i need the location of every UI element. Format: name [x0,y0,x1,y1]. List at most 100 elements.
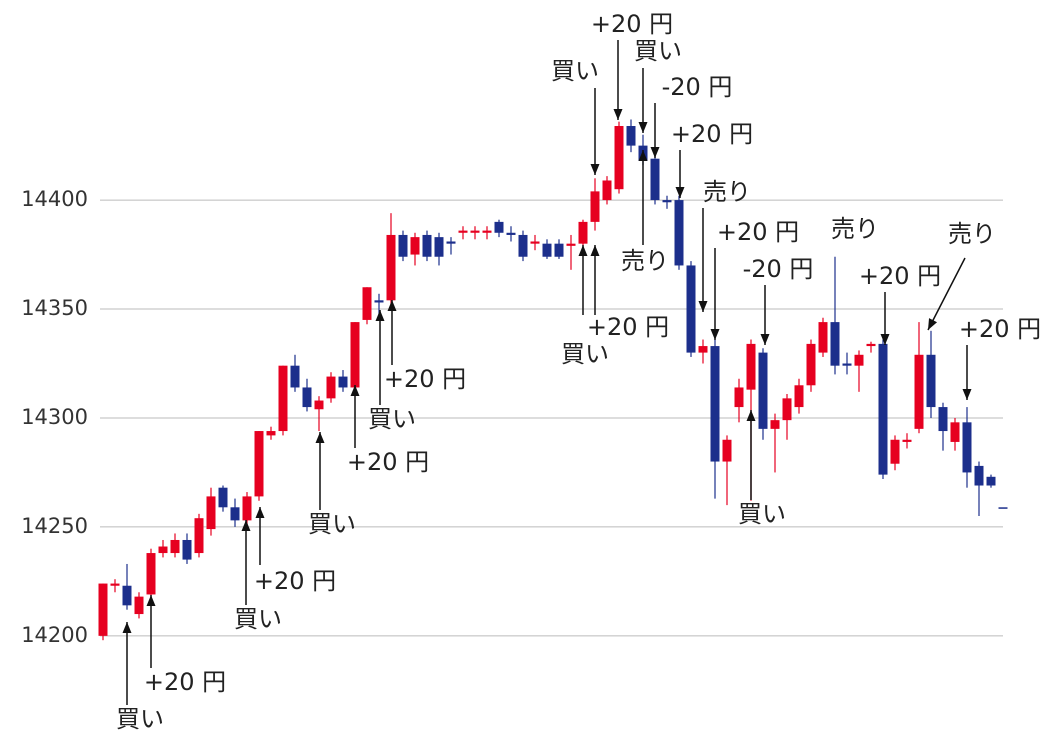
candle-body [590,191,600,222]
candle-body [878,343,888,475]
arrow-head [962,389,972,400]
candle-body [518,234,528,257]
candle-body [434,237,444,257]
candle-body [698,346,708,353]
annotation: 買い [561,340,609,368]
annotation: 買い [738,500,786,528]
annotation: 売り [948,220,996,248]
candle-body [950,422,960,442]
candle-body [794,385,804,408]
candle-body [626,126,636,146]
candle-body [866,343,876,347]
candle-body [110,583,120,586]
candle-body [986,476,996,486]
candle-body [302,387,312,408]
candle-body [314,400,324,410]
candle-body [722,439,732,462]
candle-body [230,507,240,521]
candle-body [194,518,204,554]
candle-body [398,234,408,257]
annotation: 売り [703,178,751,206]
annotation: +20 円 [587,313,669,341]
candle-body [818,322,828,353]
candle-body [674,200,684,266]
annotation: 買い [551,57,599,85]
annotation: -20 円 [662,73,733,101]
arrow-head [375,310,385,321]
candle-body [614,126,624,190]
candle-body [278,365,288,432]
arrow-head [880,334,890,345]
candle-body [422,234,432,257]
arrow-head [578,245,588,256]
annotation: 買い [234,605,282,633]
arrow-head [315,432,325,443]
candle-body [854,354,864,366]
annotation: +20 円 [254,567,336,595]
annotation: 買い [368,405,416,433]
annotation: +20 円 [859,262,941,290]
arrow-head [710,329,720,340]
candle-body [446,241,456,244]
candle-body [242,496,252,521]
annotation: +20 円 [144,668,226,696]
candle-body [134,596,144,615]
annotation: +20 円 [591,10,673,38]
candle-body [602,180,612,201]
candle-body [734,387,744,408]
candle-body [98,583,108,636]
candle-body [578,221,588,244]
candle-body [566,243,576,246]
candle-body [470,230,480,233]
candle-body [326,376,336,399]
candle-body [902,439,912,442]
candle-body [758,352,768,429]
annotation: 売り [831,215,879,243]
y-tick-label: 14350 [21,296,88,320]
candle-body [914,354,924,429]
candle-body [554,243,564,257]
candle-body [782,398,792,421]
candle-body [650,158,660,201]
candle-body [374,300,384,303]
candle-body [710,346,720,462]
y-tick-label: 14250 [21,514,88,538]
arrow-head [387,300,397,311]
candle-body [182,539,192,560]
arrow-line [927,257,966,331]
candle-body [482,230,492,233]
candle-body [494,221,504,233]
arrow-head [746,410,756,421]
candle-body [830,322,840,366]
candle-body [542,243,552,257]
candle-body [530,241,540,244]
y-tick-label: 14300 [21,405,88,429]
candle-body [998,507,1008,509]
candle-body [218,487,228,508]
annotation: 買い [308,510,356,538]
arrow-head [650,147,660,158]
arrow-head [590,245,600,256]
candle-body [254,431,264,497]
arrow-head [928,318,938,330]
arrow-head [760,334,770,345]
candle-body [746,343,756,390]
candle-body [266,431,276,436]
candle-body [146,553,156,595]
annotation: 買い [116,705,164,733]
annotation: +20 円 [384,365,466,393]
annotation: 買い [634,37,682,65]
candle-body [806,343,816,386]
candle-body [410,237,420,255]
annotation: +20 円 [959,315,1041,343]
arrow-head [638,150,648,161]
candle-body [662,200,672,203]
annotation: +20 円 [717,218,799,246]
y-tick-label: 14200 [21,623,88,647]
arrow-head [255,507,265,518]
candle-body [938,407,948,432]
annotation: +20 円 [671,120,753,148]
candle-body [158,546,168,554]
arrow-head [675,187,685,198]
